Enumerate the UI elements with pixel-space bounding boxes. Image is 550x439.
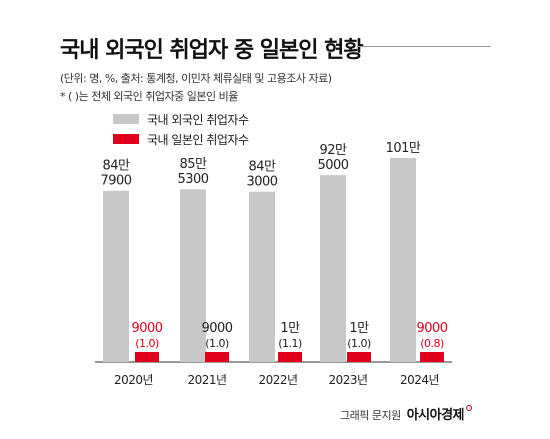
data-label-foreign-3-1: 5000 (317, 158, 348, 173)
legend-label-foreign: 국내 외국인 취업자수 (147, 112, 249, 127)
legend-item-foreign: 국내 외국인 취업자수 (113, 110, 249, 128)
x-tick-label-3: 2023년 (328, 373, 367, 387)
data-label-japanese-1: 9000 (201, 321, 232, 336)
graphic-credit: 그래픽 문지원 (339, 409, 401, 422)
bar-japanese-4 (420, 352, 444, 362)
ratio-label-japanese-4: (0.8) (420, 337, 444, 350)
data-label-foreign-0-1: 7900 (100, 174, 131, 189)
ratio-label-japanese-2: (1.1) (278, 337, 302, 350)
data-label-foreign-1-1: 5300 (177, 172, 208, 187)
ratio-label-japanese-3: (1.0) (347, 337, 371, 350)
data-label-foreign-1-0: 85만 (179, 157, 207, 172)
data-label-japanese-2: 1만 (280, 321, 300, 336)
ratio-label-japanese-0: (1.0) (135, 337, 159, 350)
x-tick-label-1: 2021년 (187, 373, 226, 387)
x-tick-label-4: 2024년 (400, 373, 439, 387)
brand-logo: 아시아경제 (406, 408, 465, 423)
data-label-japanese-3: 1만 (349, 321, 369, 336)
ratio-label-japanese-1: (1.0) (205, 337, 229, 350)
bar-foreign-2 (249, 191, 275, 362)
data-label-foreign-4-0: 101만 (386, 141, 421, 156)
bar-japanese-1 (205, 352, 229, 362)
data-label-foreign-0-0: 84만 (102, 159, 130, 174)
bar-foreign-4 (390, 158, 416, 362)
page-title: 국내 외국인 취업자 중 일본인 현황 (60, 38, 364, 63)
bar-foreign-3 (320, 175, 346, 362)
legend-label-japanese: 국내 일본인 취업자수 (147, 132, 249, 147)
legend-swatch-japanese (113, 134, 139, 144)
data-label-foreign-3-0: 92만 (319, 143, 347, 158)
chart-legend: 국내 외국인 취업자수 국내 일본인 취업자수 (113, 110, 249, 150)
bar-japanese-2 (278, 352, 302, 362)
brand-mark-icon (466, 405, 472, 411)
legend-swatch-foreign (113, 114, 139, 124)
data-label-japanese-0: 9000 (131, 321, 162, 336)
bar-foreign-1 (180, 189, 206, 362)
legend-item-japanese: 국내 일본인 취업자수 (113, 130, 249, 148)
bar-foreign-0 (103, 190, 129, 362)
bar-japanese-3 (347, 352, 371, 362)
bar-japanese-0 (135, 352, 159, 362)
footer: 그래픽 문지원 아시아경제 (340, 404, 472, 423)
data-label-japanese-4: 9000 (416, 321, 447, 336)
ratio-note: * ( )는 전체 외국인 취업자중 일본인 비율 (60, 90, 238, 103)
title-rule (358, 46, 491, 47)
x-tick-label-2: 2022년 (258, 373, 297, 387)
data-label-foreign-2-0: 84만 (248, 160, 276, 175)
data-label-foreign-2-1: 3000 (246, 175, 277, 190)
unit-source-note: (단위: 명, %, 출처: 통계청, 이민자 체류실태 및 고용조사 자료) (60, 72, 332, 85)
x-tick-label-0: 2020년 (114, 373, 153, 387)
